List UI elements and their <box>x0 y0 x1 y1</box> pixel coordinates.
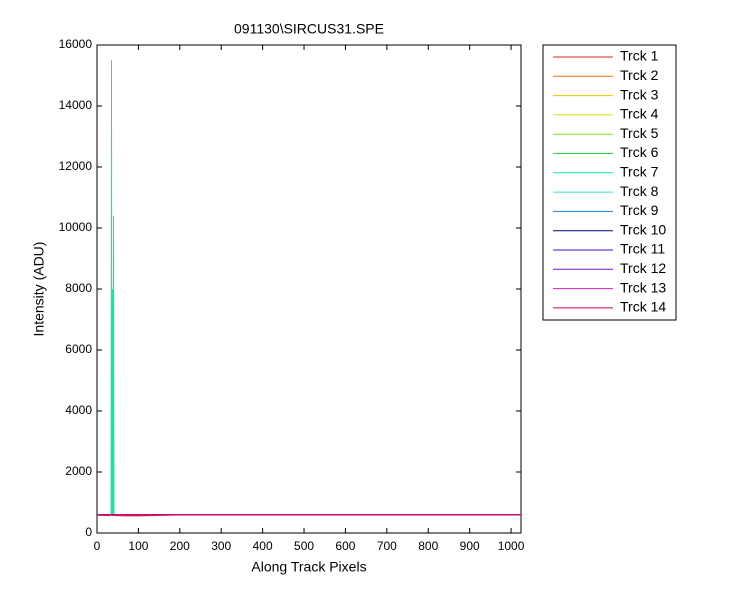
x-tick-label: 800 <box>418 539 438 553</box>
x-tick-label: 500 <box>294 539 314 553</box>
y-tick-label: 8000 <box>65 281 92 295</box>
x-tick-label: 300 <box>211 539 231 553</box>
y-axis-label: Intensity (ADU) <box>31 242 47 337</box>
legend-label: Trck 4 <box>620 106 659 122</box>
y-tick-label: 16000 <box>59 37 93 51</box>
chart-title: 091130\SIRCUS31.SPE <box>234 21 384 37</box>
x-axis-label: Along Track Pixels <box>251 559 366 575</box>
y-tick-label: 10000 <box>59 220 93 234</box>
legend-label: Trck 7 <box>620 164 659 180</box>
legend-label: Trck 1 <box>620 48 659 64</box>
y-tick-label: 0 <box>85 525 92 539</box>
legend <box>542 44 677 321</box>
legend-label: Trck 3 <box>620 86 659 102</box>
legend-label: Trck 14 <box>620 299 666 315</box>
legend-label: Trck 13 <box>620 279 666 295</box>
x-tick-label: 900 <box>460 539 480 553</box>
y-tick-label: 2000 <box>65 464 92 478</box>
y-tick-label: 4000 <box>65 403 92 417</box>
legend-label: Trck 9 <box>620 202 659 218</box>
x-tick-label: 1000 <box>498 539 525 553</box>
x-tick-label: 700 <box>377 539 397 553</box>
legend-label: Trck 10 <box>620 221 666 237</box>
x-tick-label: 200 <box>170 539 190 553</box>
y-tick-label: 6000 <box>65 342 92 356</box>
x-tick-label: 0 <box>94 539 101 553</box>
legend-label: Trck 12 <box>620 260 666 276</box>
x-tick-label: 400 <box>253 539 273 553</box>
plot-area <box>96 44 522 534</box>
legend-label: Trck 5 <box>620 125 659 141</box>
x-tick-label: 100 <box>128 539 148 553</box>
legend-label: Trck 8 <box>620 183 659 199</box>
legend-label: Trck 11 <box>620 241 665 257</box>
y-tick-label: 12000 <box>59 159 93 173</box>
legend-label: Trck 2 <box>620 67 659 83</box>
y-tick-label: 14000 <box>59 98 93 112</box>
x-tick-label: 600 <box>335 539 355 553</box>
legend-label: Trck 6 <box>620 144 659 160</box>
